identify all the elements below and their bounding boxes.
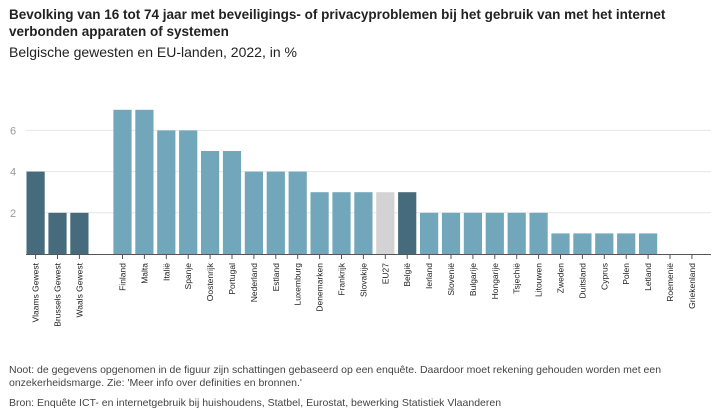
x-tick-label: Slovenië <box>446 263 456 296</box>
bar <box>266 171 285 254</box>
x-tick-label: Tsjechië <box>512 263 522 294</box>
x-tick-label: Griekenland <box>687 263 697 309</box>
bar <box>244 171 263 254</box>
bar <box>26 171 45 254</box>
x-tick-label: Polen <box>621 263 631 285</box>
bar <box>179 130 198 254</box>
bar-chart: 2 4 6 Vlaams Gewest Brussels Gewest Waals Gew… <box>10 109 711 327</box>
x-tick-label: Hongarije <box>490 263 500 300</box>
bar <box>288 171 307 254</box>
bar <box>463 212 482 254</box>
x-tick-label: Portugal <box>227 263 237 295</box>
bar <box>617 233 636 254</box>
x-tick-label: Italië <box>161 263 171 281</box>
x-tick-label: Cyprus <box>599 263 609 290</box>
y-tick-label: 2 <box>10 208 16 220</box>
y-tick-label: 6 <box>10 125 16 137</box>
bar <box>507 212 526 254</box>
bar <box>398 192 417 254</box>
x-tick-label: Malta <box>139 263 149 284</box>
x-tick-label: Oostenrijk <box>205 262 215 301</box>
x-tick-label: Denemarken <box>315 263 325 312</box>
x-tick-label: Zweden <box>556 263 566 294</box>
x-tick-label: Waals Gewest <box>74 262 84 317</box>
chart-title: Bevolking van 16 tot 74 jaar met beveili… <box>9 7 666 39</box>
x-tick-label: Bulgarije <box>468 263 478 296</box>
bar <box>310 192 329 254</box>
bar <box>201 151 220 254</box>
bar <box>441 212 461 254</box>
x-tick-label: Letland <box>643 263 653 291</box>
bar <box>376 192 395 254</box>
bar <box>420 212 439 254</box>
bar <box>551 233 570 254</box>
x-tick-label: EU27 <box>380 263 390 285</box>
bar <box>222 151 242 254</box>
bar <box>573 233 592 254</box>
chart-footnote: Noot: de gegevens opgenomen in de figuur… <box>9 364 662 389</box>
x-tick-label: Estland <box>271 263 281 292</box>
bar <box>485 212 504 254</box>
x-tick-label: België <box>402 263 412 287</box>
x-tick-label: Roemenië <box>665 263 675 302</box>
x-tick-label: Spanje <box>183 263 193 290</box>
x-tick-label: Ierland <box>424 263 434 289</box>
chart-subtitle: Belgische gewesten en EU-landen, 2022, i… <box>9 44 297 60</box>
x-tick-label: Frankrijk <box>337 262 347 295</box>
x-tick-label: Brussels Gewest <box>53 262 63 326</box>
bar <box>529 212 548 254</box>
chart-source: Bron: Enquête ICT- en internetgebruik bi… <box>9 397 502 409</box>
bar <box>354 192 373 254</box>
bar <box>113 109 132 254</box>
bar <box>639 233 658 254</box>
y-tick-label: 4 <box>10 167 16 179</box>
bar <box>595 233 614 254</box>
x-tick-label: Litouwen <box>534 263 544 297</box>
x-tick-label: Nederland <box>249 263 259 302</box>
x-tick-label: Slovakije <box>358 263 368 297</box>
bar <box>70 212 89 254</box>
bar <box>135 109 154 254</box>
x-tick-label: Luxemburg <box>293 263 303 306</box>
bar <box>332 192 351 254</box>
x-tick-label: Duitsland <box>577 263 587 299</box>
x-tick-label: Vlaams Gewest <box>31 262 41 322</box>
bar <box>157 130 176 254</box>
x-tick-label: Finland <box>118 263 128 291</box>
bar <box>48 212 67 254</box>
